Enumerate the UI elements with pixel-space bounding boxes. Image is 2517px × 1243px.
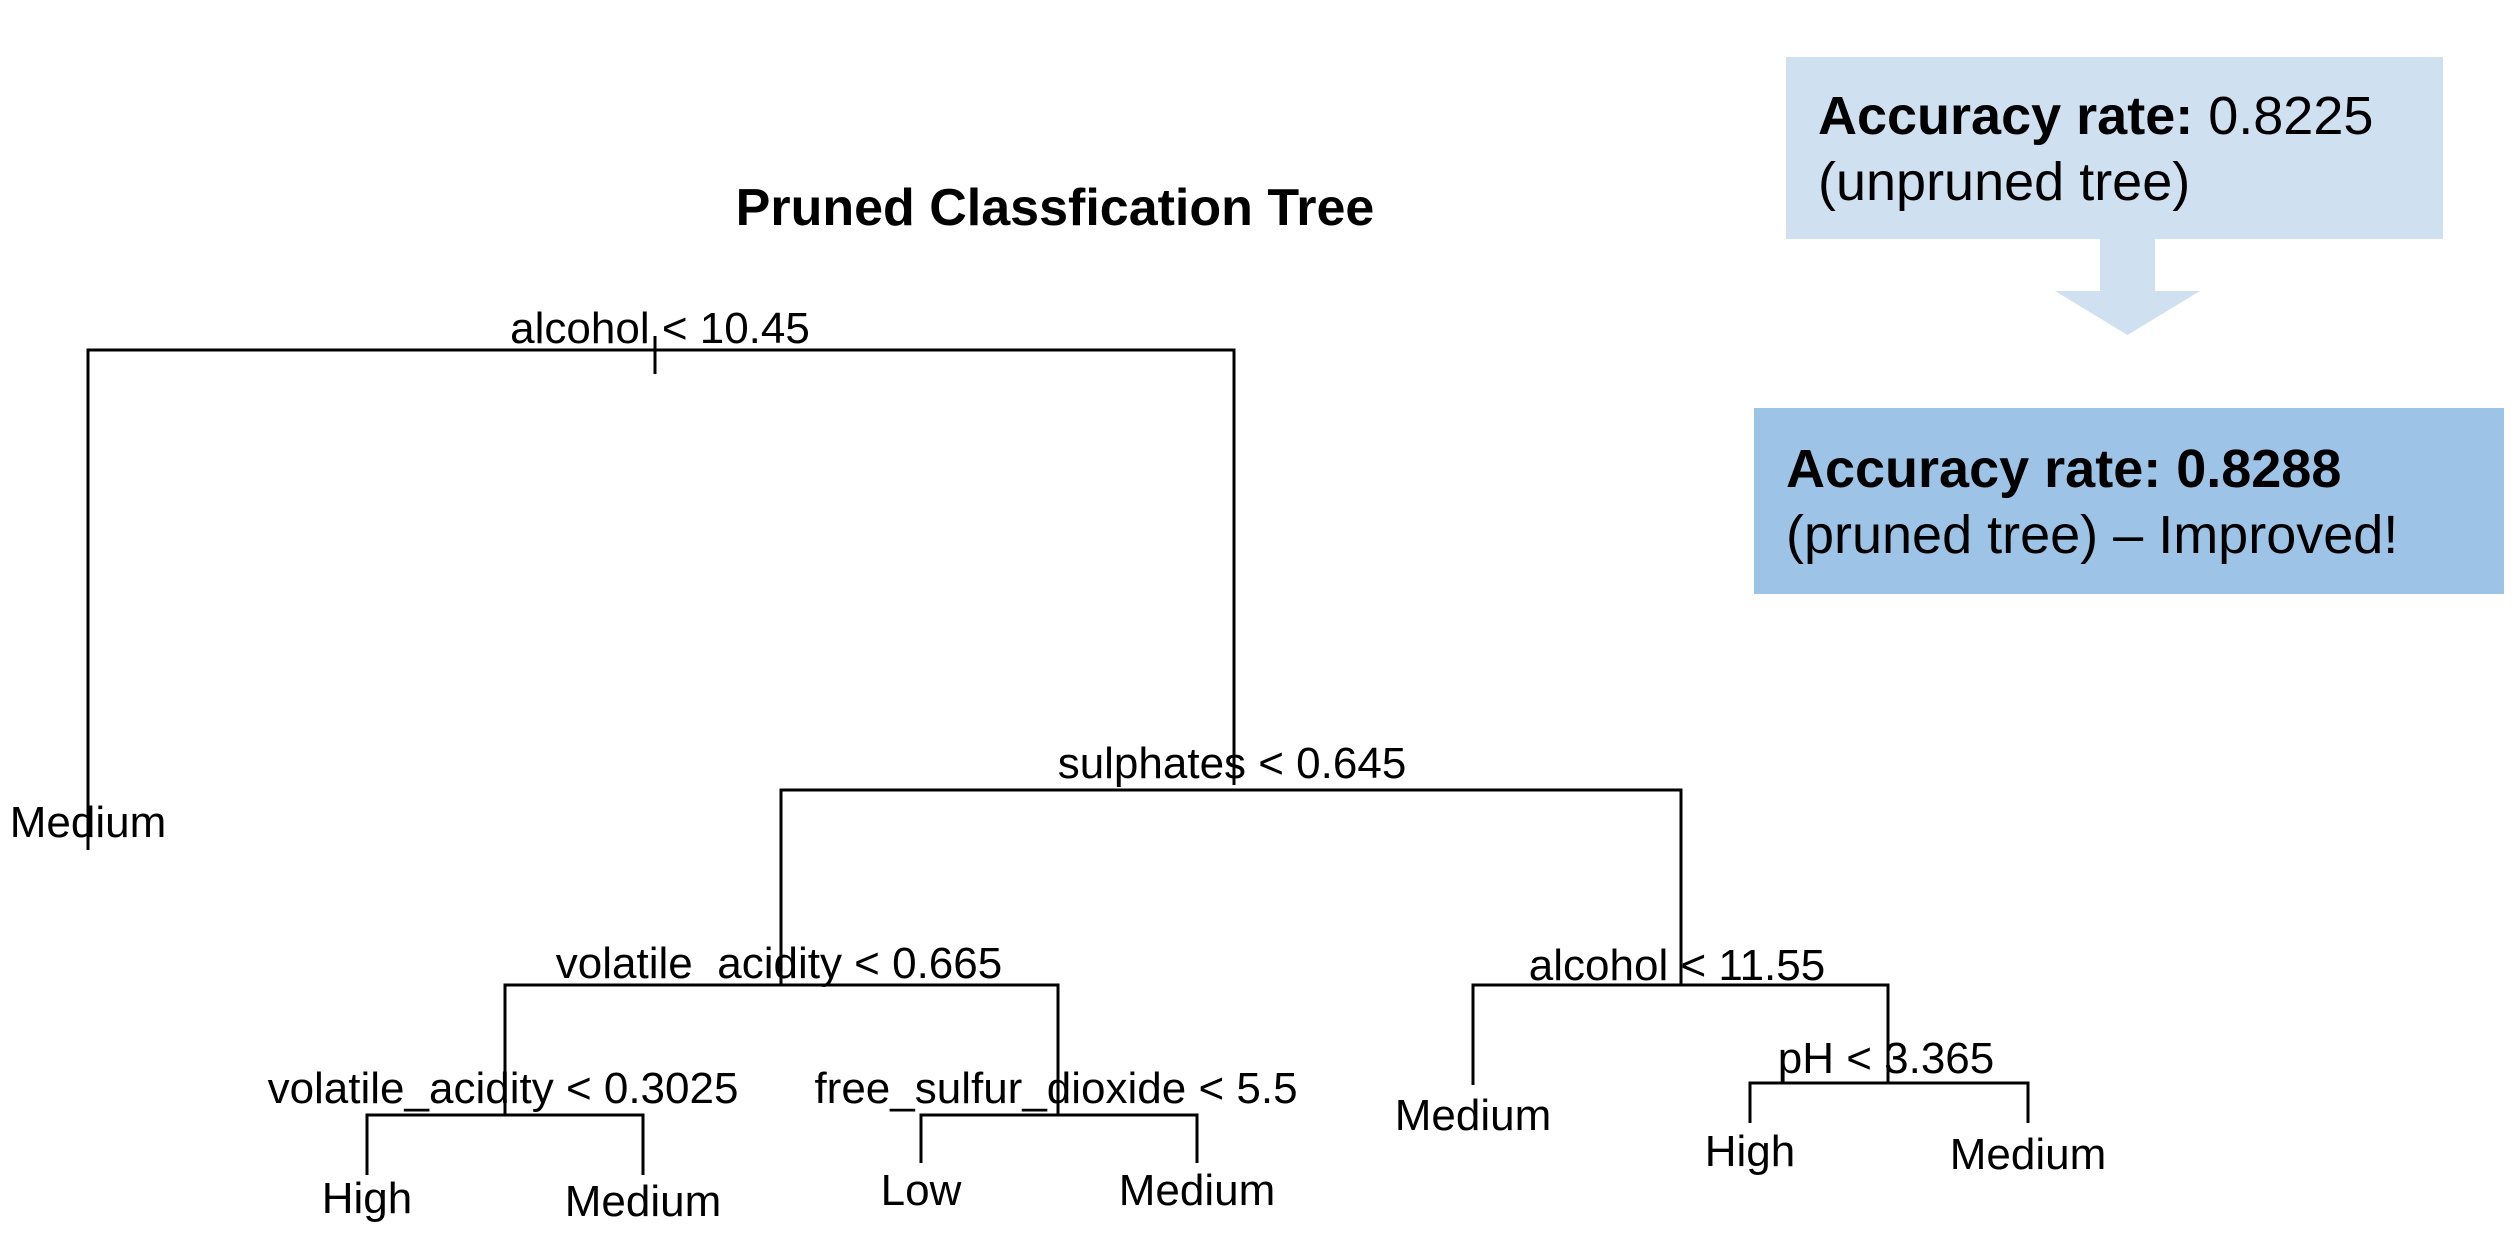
leaf-high-2: High <box>1705 1127 1796 1176</box>
accuracy-note-pruned: (pruned tree) – Improved! <box>1786 505 2399 565</box>
split-label-ph: pH < 3.365 <box>1778 1034 1995 1083</box>
branch-sulphates <box>779 788 1683 985</box>
accuracy-label-pruned-text: Accuracy rate: 0.8288 <box>1786 439 2342 499</box>
split-label-free-sulfur-dioxide: free_sulfur_dioxide < 5.5 <box>814 1064 1297 1113</box>
leaf-medium-2: Medium <box>565 1177 722 1226</box>
split-label-volatile-acidity-0-665: volatile_acidity < 0.665 <box>556 939 1002 988</box>
down-arrow-icon <box>2055 239 2200 335</box>
accuracy-note-unpruned: (unpruned tree) <box>1818 152 2191 212</box>
down-arrow-shape <box>2055 239 2200 335</box>
branch-volatile-acidity-1 <box>503 983 1060 1115</box>
split-label-alcohol-10-45: alcohol < 10.45 <box>510 304 810 353</box>
accuracy-callout-pruned: Accuracy rate: 0.8288 (pruned tree) – Im… <box>1754 408 2504 594</box>
branch-root <box>86 348 1236 850</box>
leaf-medium-5: Medium <box>1950 1130 2107 1179</box>
leaf-medium-1: Medium <box>10 798 167 847</box>
leaf-medium-3: Medium <box>1119 1166 1276 1215</box>
accuracy-label-pruned: Accuracy rate: 0.8288 <box>1786 436 2504 502</box>
branch-alcohol-2 <box>1471 983 1890 1085</box>
branch-volatile-acidity-2 <box>365 1113 645 1175</box>
accuracy-label-unpruned: Accuracy rate: <box>1818 86 2194 146</box>
tree-branches <box>86 336 2030 1175</box>
branch-free-sulfur-dioxide <box>919 1113 1199 1163</box>
accuracy-line-unpruned: Accuracy rate: 0.8225 <box>1818 83 2443 149</box>
split-label-sulphates: sulphates < 0.645 <box>1058 739 1407 788</box>
leaf-labels: Medium High Medium Low Medium Medium Hig… <box>10 798 2107 1226</box>
accuracy-callout-unpruned: Accuracy rate: 0.8225 (unpruned tree) <box>1786 57 2443 239</box>
split-labels: alcohol < 10.45 sulphates < 0.645 volati… <box>268 304 1995 1113</box>
leaf-low: Low <box>881 1166 962 1215</box>
leaf-high-1: High <box>322 1174 413 1223</box>
accuracy-value-unpruned: 0.8225 <box>2208 86 2374 146</box>
split-label-alcohol-11-55: alcohol < 11.55 <box>1529 941 1825 990</box>
tree-title: Pruned Classfication Tree <box>736 179 1375 237</box>
leaf-medium-4: Medium <box>1395 1091 1552 1140</box>
branch-ph <box>1748 1081 2030 1123</box>
split-label-volatile-acidity-0-3025: volatile_acidity < 0.3025 <box>268 1064 739 1113</box>
